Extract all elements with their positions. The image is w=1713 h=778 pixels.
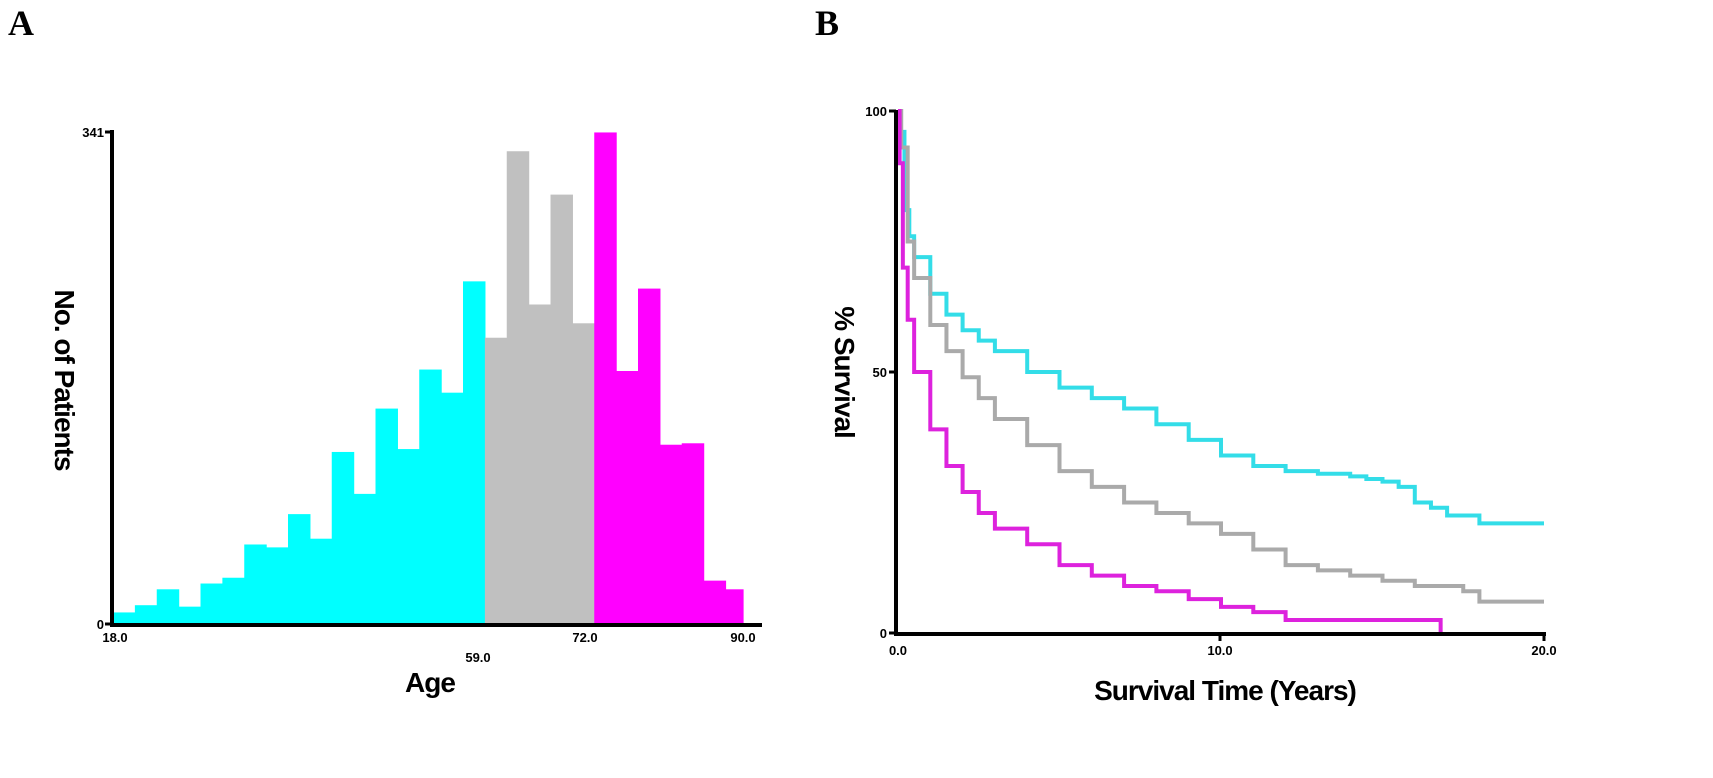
histogram-bar-0 (113, 612, 136, 624)
histogram-bar-13 (397, 449, 420, 624)
x-tick-label-0: 0.0 (889, 643, 907, 658)
histogram-bars (113, 132, 744, 625)
histogram-bar-8 (288, 514, 311, 624)
histogram-bar-7 (266, 547, 289, 624)
histogram-bar-1 (134, 605, 158, 624)
histogram-bar-24 (638, 288, 661, 624)
survival-line-1 (898, 109, 1544, 604)
histogram-bar-20 (550, 194, 573, 624)
histogram-bar-16 (463, 281, 486, 624)
histogram-bar-22 (594, 132, 617, 625)
histogram-bar-11 (353, 493, 377, 624)
histogram-bar-15 (441, 392, 464, 624)
y-tick-label-100: 100 (865, 104, 887, 119)
histogram-bar-19 (528, 304, 552, 624)
histogram-bar-10 (331, 451, 355, 624)
histogram-bar-27 (703, 580, 727, 624)
survival-line-0 (897, 109, 1544, 526)
x-tick-label-90: 90.0 (730, 630, 755, 645)
histogram-bar-23 (616, 370, 639, 624)
y-axis-title-patients: No. of Patients (49, 289, 80, 470)
survival-line-2 (897, 109, 1443, 633)
histogram-bar-6 (244, 544, 267, 624)
histogram-bar-5 (222, 577, 245, 624)
y-tick-label-0: 0 (97, 617, 104, 632)
histogram-bar-9 (309, 538, 333, 624)
panel-b-letter: B (815, 3, 840, 43)
panel-a-letter: A (8, 3, 34, 43)
histogram-bar-21 (572, 323, 595, 624)
y-tick-label-0: 0 (880, 626, 887, 641)
x-axis-title-age: Age (405, 667, 455, 698)
histogram-bar-18 (506, 151, 530, 624)
histogram-bar-17 (484, 337, 508, 624)
x-axis-title-survival-time: Survival Time (Years) (1094, 675, 1356, 706)
y-tick-label-50: 50 (873, 365, 887, 380)
survival-lines (897, 109, 1544, 633)
x-tick-label-10: 10.0 (1207, 643, 1232, 658)
histogram-bar-26 (681, 443, 705, 624)
histogram-bar-3 (178, 606, 202, 624)
histogram-bar-12 (375, 408, 398, 624)
histogram-bar-28 (725, 589, 744, 624)
y-axis-title-survival: % Survival (829, 306, 860, 438)
histogram-bar-25 (659, 444, 683, 624)
histogram-bar-14 (419, 369, 442, 624)
x-tick-label-18: 18.0 (102, 630, 127, 645)
histogram-bar-2 (156, 589, 180, 624)
histogram-bar-4 (200, 583, 223, 624)
y-tick-label-341: 341 (82, 125, 104, 140)
x-tick-label-72: 72.0 (572, 630, 597, 645)
x-tick-label-59: 59.0 (465, 650, 490, 665)
x-tick-label-20: 20.0 (1531, 643, 1556, 658)
